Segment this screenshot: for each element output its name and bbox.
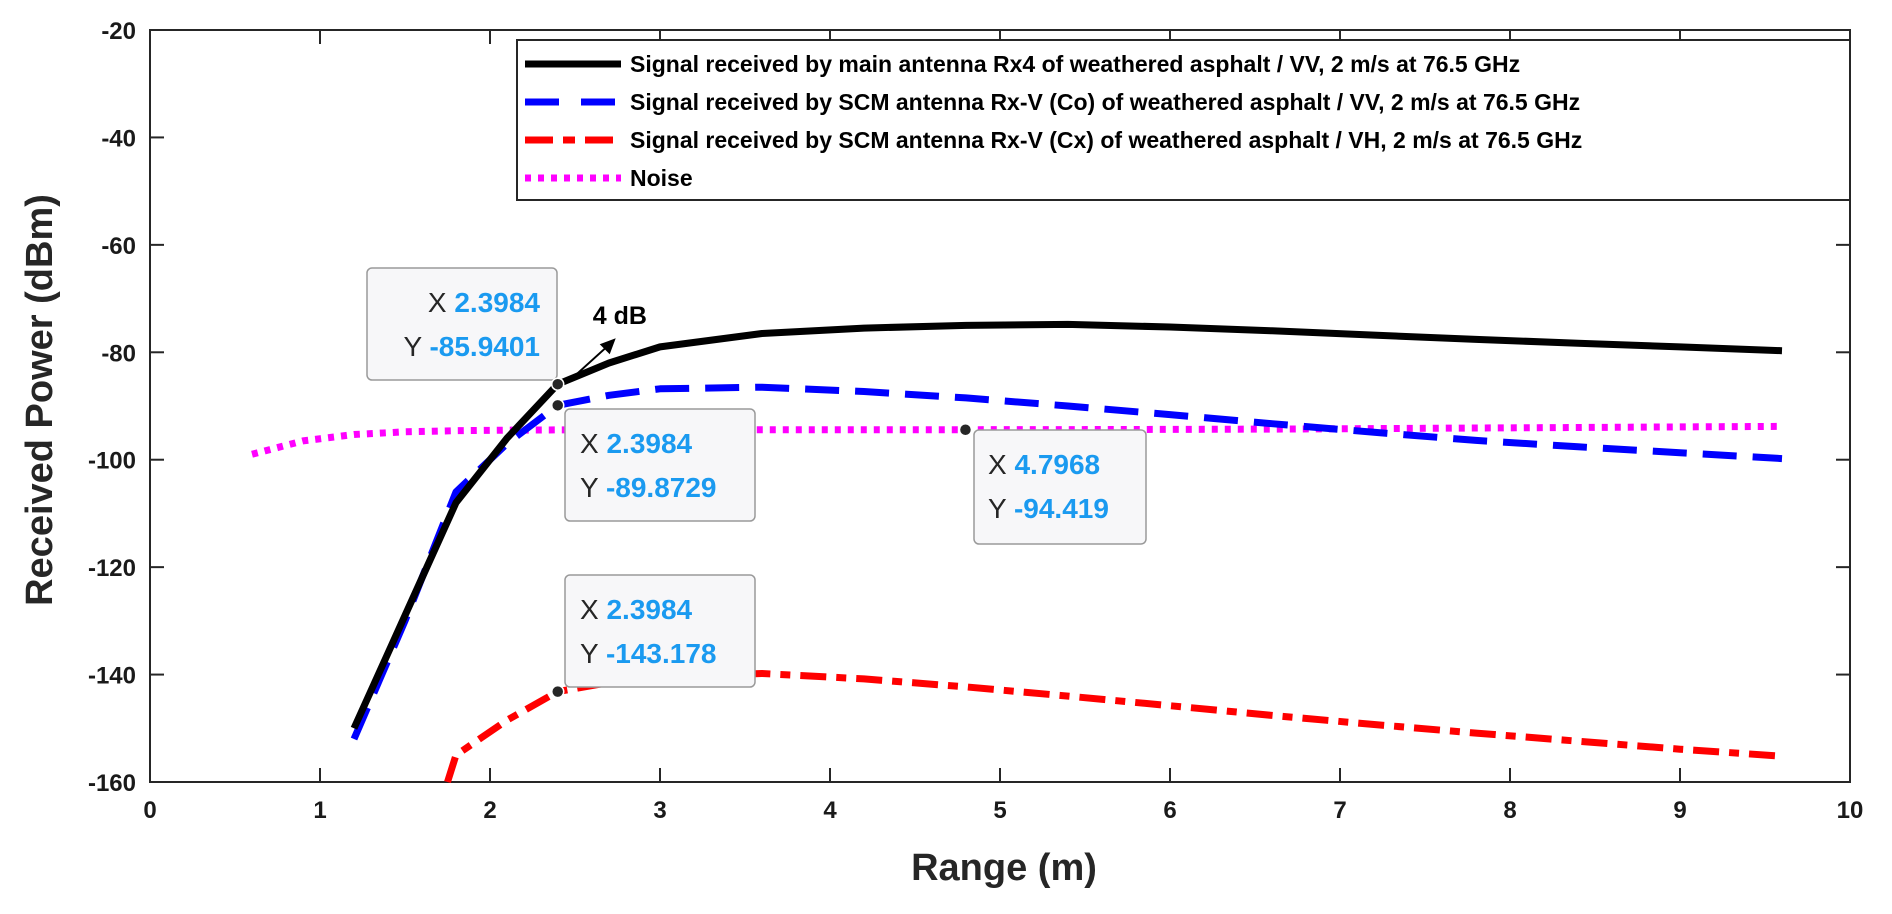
datatip-noise-y-row: Y -94.419 [988,493,1109,524]
series-line-3 [444,670,1783,784]
series-line-1 [350,320,1783,730]
x-tick-label: 5 [993,797,1006,824]
datatip-cx-box [564,574,756,688]
x-tick-label: 0 [143,797,156,824]
legend-box [516,39,1851,201]
series-group [251,320,1783,784]
datatip-cx-marker [550,684,565,699]
y-tick-label: -60 [101,233,136,260]
x-axis-title: Range (m) [911,847,1097,889]
datatip-main-rx4-marker [550,377,565,391]
datatip-main-rx4-x-row: X 2.3984 [428,287,541,318]
y-tick-label: -120 [88,555,136,582]
legend-label-1: Signal received by main antenna Rx4 of w… [630,51,1520,77]
y-tick-label: -40 [101,125,136,152]
x-tick-label: 9 [1673,797,1686,824]
datatip-noise-marker [958,422,973,437]
y-tick-label: -20 [101,18,136,45]
x-tick-label: 4 [823,797,837,824]
legend-label-2: Signal received by SCM antenna Rx-V (Co)… [630,89,1580,115]
legend-label-3: Signal received by SCM antenna Rx-V (Cx)… [630,127,1582,153]
datatip-noise-box [973,429,1147,545]
y-tick-label: -80 [101,340,136,367]
x-tick-label: 10 [1837,797,1864,824]
y-tick-label: -100 [88,448,136,475]
axes: 0 1 2 3 4 5 6 7 8 9 10 -20 -40 -60 -80 -100 -120 -140 -160 [88,18,1863,824]
datatip-co-box [564,408,756,522]
annotation-arrow-head [599,338,616,355]
datatip-co-x-row: X 2.3984 [580,428,693,459]
datatip-cx-x-row: X 2.3984 [580,594,693,625]
annotation-4db: 4 dB [593,302,647,330]
x-tick-label: 1 [313,797,326,824]
datatip-co-marker [550,398,565,413]
x-tick-label: 3 [653,797,666,824]
y-tick-label: -140 [88,663,136,690]
x-tick-label: 2 [483,797,496,824]
x-tick-label: 8 [1503,797,1516,824]
datatip-main-rx4-y-row: Y -85.9401 [404,331,541,362]
datatip-group: X 2.3984 Y -85.9401 X 2.3984 Y -89.8729 X 4.… [366,267,1147,699]
datatip-cx-y-row: Y -143.178 [580,638,717,669]
legend: Signal received by main antenna Rx4 of w… [516,39,1851,201]
legend-label-4: Noise [630,165,693,191]
y-axis-title: Received Power (dBm) [19,194,61,606]
y-tick-label: -160 [88,770,136,797]
datatip-co-y-row: Y -89.8729 [580,472,717,503]
x-tick-label: 6 [1163,797,1176,824]
annotation-arrow-shaft [567,343,611,383]
x-tick-label: 7 [1333,797,1346,824]
datatip-noise-x-row: X 4.7968 [988,449,1100,480]
datatip-main-rx4-box [366,267,558,381]
series-line-4 [251,422,1783,458]
annotation-group: 4 dB [567,302,647,383]
